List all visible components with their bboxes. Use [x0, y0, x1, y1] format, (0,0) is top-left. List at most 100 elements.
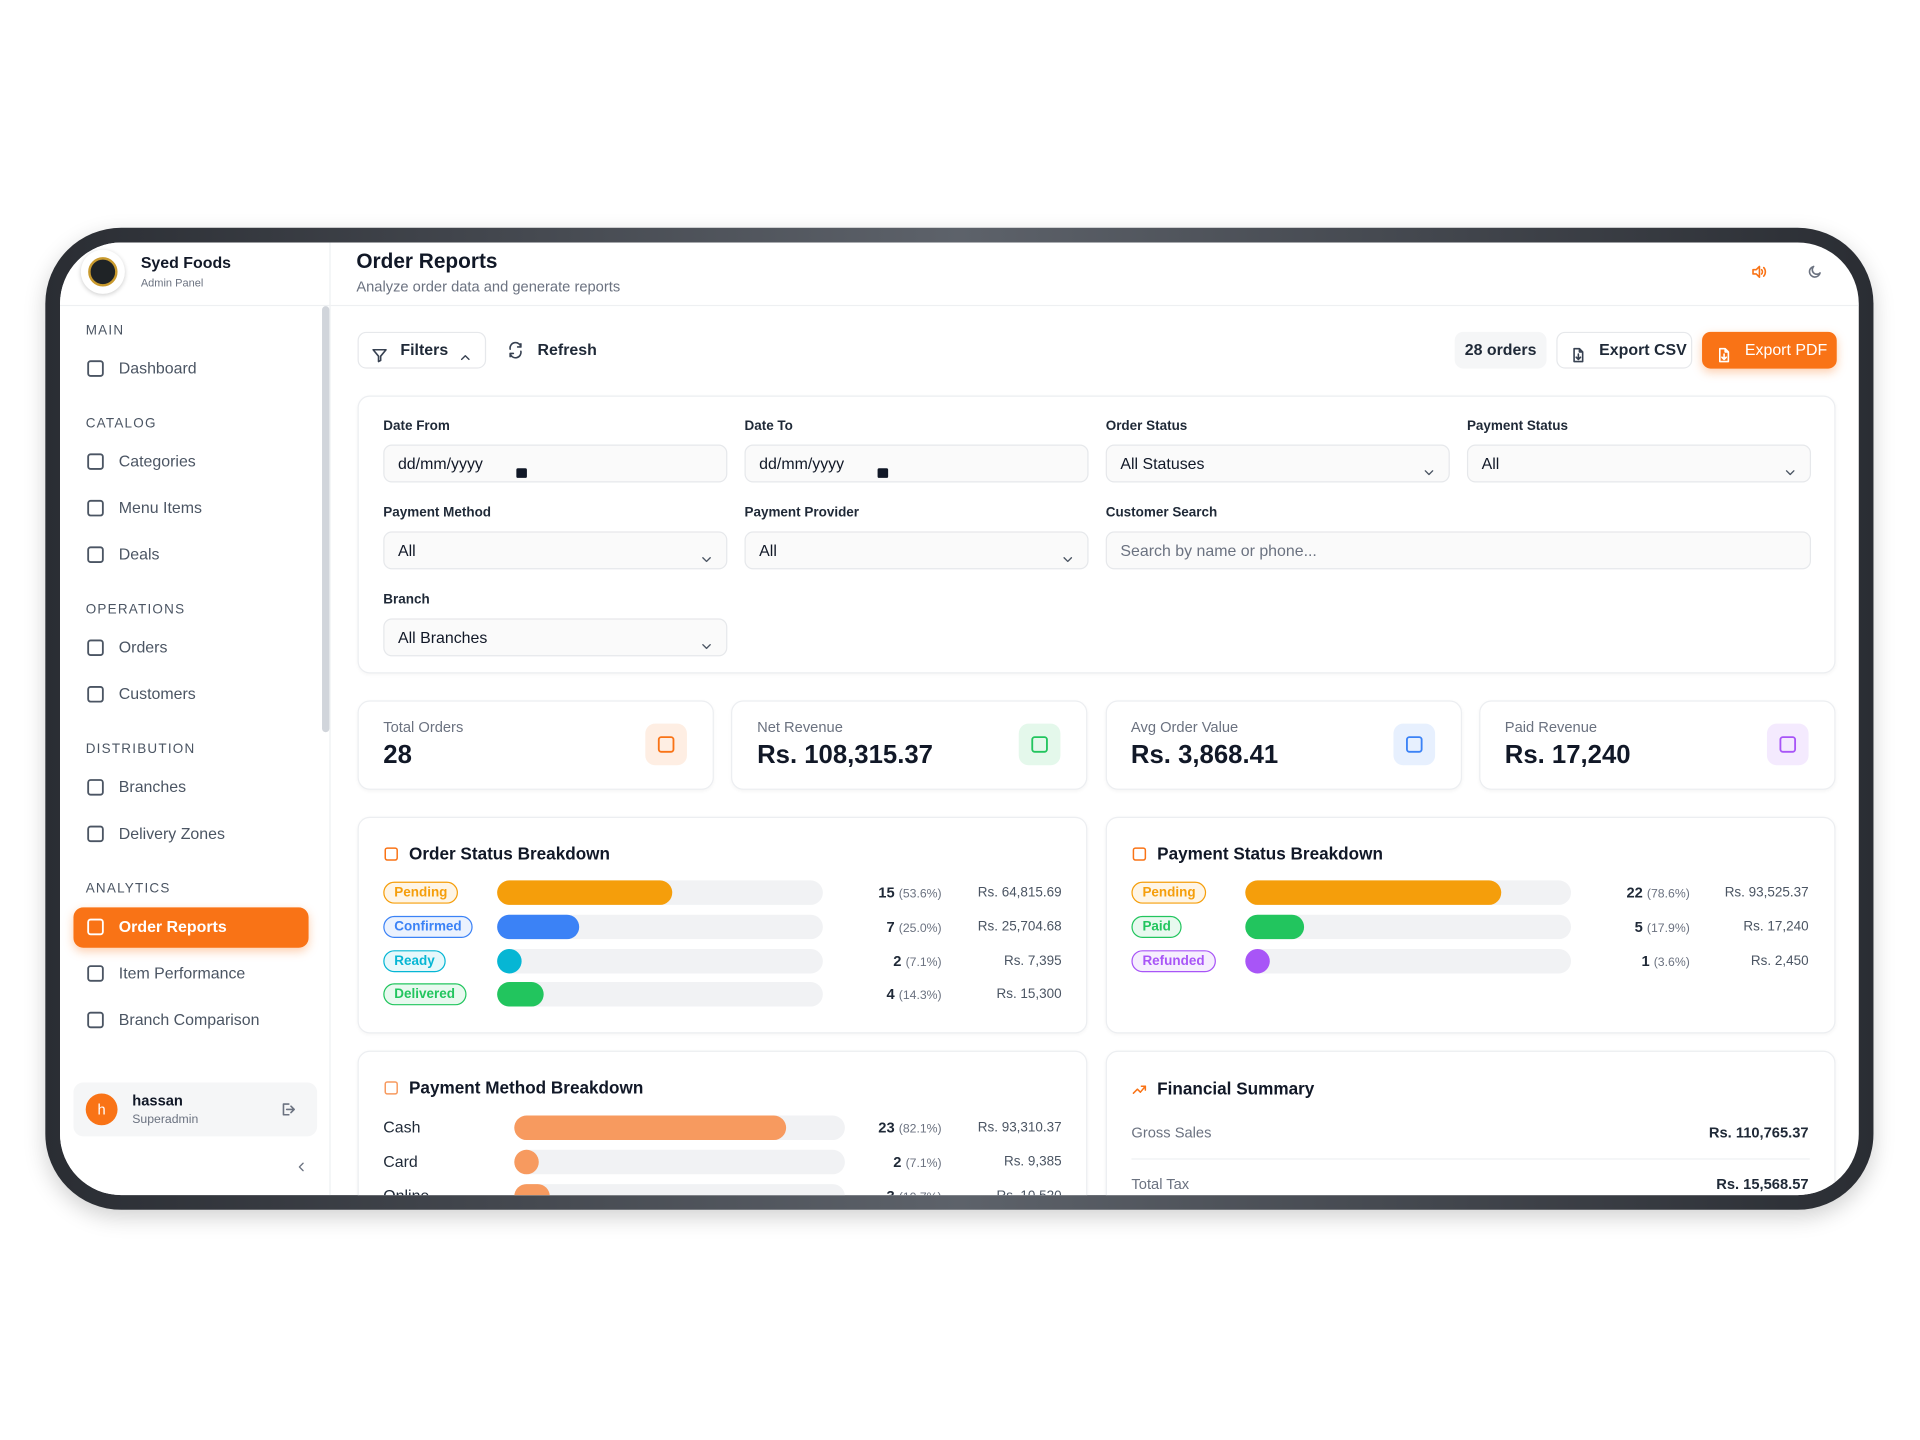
icon	[86, 684, 106, 704]
stat-icon	[1392, 723, 1435, 766]
count-percent: (53.6%)	[898, 887, 942, 902]
revenue: Rs. 2,450	[1750, 953, 1809, 969]
icon	[1778, 735, 1798, 761]
nav-item[interactable]: Customers	[118, 684, 196, 703]
nav-active-bg	[73, 907, 309, 948]
stat-card	[1105, 700, 1462, 790]
icon	[86, 824, 106, 844]
revenue: Rs. 17,240	[1743, 919, 1809, 935]
filter-label: Date To	[744, 418, 793, 434]
stat-value: 28	[383, 740, 412, 769]
export-pdf-button[interactable]: Export PDF	[1702, 331, 1837, 369]
icon	[458, 343, 473, 377]
icon	[383, 1079, 399, 1095]
financial-value: Rs. 110,765.37	[1708, 1124, 1809, 1142]
stat-label: Net Revenue	[757, 718, 843, 736]
user-avatar: h	[85, 1093, 118, 1126]
stat-icon	[1766, 723, 1809, 766]
status-badge: Refunded	[1131, 949, 1216, 972]
nav-item[interactable]: Item Performance	[118, 963, 246, 983]
order-count: 28 orders	[1454, 331, 1547, 369]
nav-item[interactable]: Order Reports	[118, 917, 227, 936]
filter-input[interactable]: All Branches	[383, 618, 728, 657]
method-label: Card	[383, 1151, 418, 1171]
financial-label: Total Tax	[1131, 1175, 1190, 1193]
icon	[507, 341, 524, 359]
stat-icon	[1019, 723, 1061, 766]
nav-item[interactable]: Deals	[118, 544, 160, 564]
bar	[497, 914, 579, 939]
scrollbar	[322, 306, 330, 733]
bar	[497, 982, 544, 1008]
icon	[1404, 735, 1424, 761]
count-value: 2	[893, 952, 902, 970]
nav-item[interactable]: Categories	[118, 451, 196, 471]
count-value: 1	[1641, 952, 1650, 970]
sidebar	[60, 242, 331, 1196]
filter-input[interactable]: All Statuses	[1105, 444, 1450, 483]
revenue: Rs. 93,525.37	[1724, 885, 1809, 901]
count-percent: (7.1%)	[905, 1156, 942, 1171]
count-value: 7	[886, 918, 895, 936]
stat-value: Rs. 3,868.41	[1130, 740, 1279, 769]
filter-label: Order Status	[1105, 418, 1188, 434]
filters-label: Filters	[400, 340, 449, 359]
filter-input[interactable]: All	[744, 531, 1089, 570]
filter-label: Date From	[383, 418, 450, 434]
icon[interactable]	[294, 1158, 309, 1173]
icon	[1422, 457, 1437, 493]
revenue: Rs. 64,815.69	[977, 885, 1062, 901]
method-label: Cash	[383, 1117, 421, 1137]
nav-item[interactable]: Branch Comparison	[118, 1010, 260, 1029]
filter-label: Branch	[383, 592, 430, 608]
icon[interactable]	[1806, 263, 1823, 280]
page-title: Order Reports	[356, 249, 498, 274]
bar-track	[514, 1149, 845, 1175]
filter-label: Customer Search	[1105, 505, 1218, 521]
icon	[514, 457, 529, 493]
filters-button[interactable]: Filters	[357, 331, 487, 369]
bar	[1245, 880, 1502, 905]
icon[interactable]	[279, 1101, 296, 1118]
icon[interactable]	[1750, 263, 1767, 280]
nav-item[interactable]: Menu Items	[118, 498, 202, 517]
count-percent: (14.3%)	[898, 989, 942, 1004]
icon	[1131, 1081, 1147, 1097]
nav-section-title: ANALYTICS	[85, 881, 171, 897]
count: 2 (7.1%)	[893, 1152, 941, 1172]
bar	[514, 1149, 539, 1175]
filter-input[interactable]: All	[383, 531, 728, 570]
filter-input[interactable]: Search by name or phone...	[1105, 531, 1812, 570]
financial-value: Rs. 15,568.57	[1716, 1175, 1809, 1193]
refresh-button[interactable]: Refresh	[537, 340, 597, 359]
filter-input[interactable]: dd/mm/yyyy	[744, 444, 1089, 483]
filter-label: Payment Status	[1466, 418, 1568, 434]
bar	[497, 880, 672, 905]
count: 1 (3.6%)	[1641, 951, 1689, 971]
filter-input[interactable]: All	[1466, 444, 1812, 483]
filter-input[interactable]: dd/mm/yyyy	[383, 444, 728, 483]
stat-value: Rs. 17,240	[1504, 740, 1631, 769]
count: 23 (82.1%)	[878, 1118, 941, 1138]
count-value: 5	[1634, 918, 1643, 936]
icon	[1131, 846, 1147, 862]
count: 22 (78.6%)	[1626, 883, 1689, 903]
stat-card	[731, 700, 1088, 790]
icon	[1716, 342, 1733, 376]
bar	[514, 1183, 550, 1196]
icon	[86, 498, 106, 518]
stat-card	[357, 700, 714, 790]
count: 7 (25.0%)	[886, 917, 941, 937]
nav-item[interactable]: Orders	[118, 637, 168, 657]
nav-section-title: MAIN	[85, 323, 125, 338]
financial-divider	[1131, 1158, 1810, 1160]
nav-item[interactable]: Branches	[118, 777, 187, 796]
icon	[86, 778, 106, 798]
sidebar-header-divider	[60, 304, 331, 307]
header-divider	[330, 304, 1859, 307]
revenue: Rs. 10,520	[996, 1186, 1061, 1195]
breakdown-title: Payment Method Breakdown	[408, 1077, 644, 1098]
export-csv-button[interactable]: Export CSV	[1556, 331, 1693, 369]
nav-item[interactable]: Dashboard	[118, 358, 197, 378]
nav-item[interactable]: Delivery Zones	[118, 824, 225, 843]
